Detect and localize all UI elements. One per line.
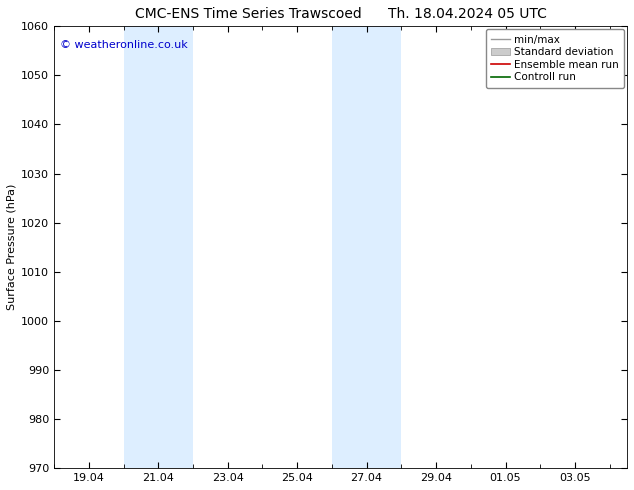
Legend: min/max, Standard deviation, Ensemble mean run, Controll run: min/max, Standard deviation, Ensemble me…	[486, 29, 624, 88]
Y-axis label: Surface Pressure (hPa): Surface Pressure (hPa)	[7, 184, 17, 311]
Title: CMC-ENS Time Series Trawscoed      Th. 18.04.2024 05 UTC: CMC-ENS Time Series Trawscoed Th. 18.04.…	[134, 7, 547, 21]
Bar	[332, 26, 401, 468]
Text: © weatheronline.co.uk: © weatheronline.co.uk	[60, 40, 188, 49]
Bar	[124, 26, 193, 468]
